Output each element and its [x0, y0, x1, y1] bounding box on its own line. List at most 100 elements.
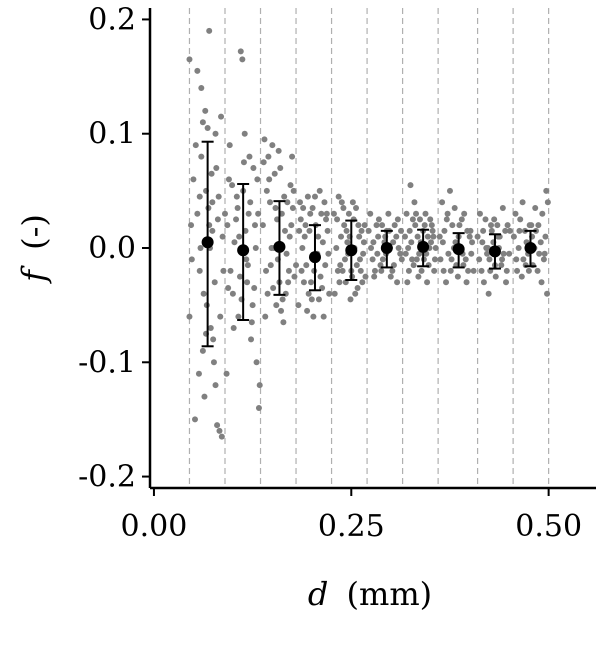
- scatter-point: [375, 216, 382, 223]
- scatter-point: [248, 319, 255, 326]
- scatter-point: [221, 210, 228, 217]
- scatter-point: [253, 359, 260, 366]
- scatter-point: [299, 245, 306, 251]
- scatter-point: [411, 199, 418, 206]
- scatter-point: [412, 222, 419, 229]
- scatter-point: [269, 142, 276, 149]
- scatter-point: [239, 56, 246, 63]
- scatter-point: [353, 262, 360, 269]
- scatter-point: [275, 147, 282, 154]
- scatter-point: [362, 273, 369, 280]
- scatter-point: [432, 245, 439, 251]
- scatter-point: [334, 267, 341, 274]
- scatter-point: [271, 170, 278, 177]
- scatter-point: [308, 279, 315, 286]
- scatter-point: [439, 199, 446, 206]
- scatter-point: [500, 250, 507, 257]
- scatter-point: [186, 56, 193, 63]
- scatter-point: [315, 296, 322, 303]
- scatter-point: [443, 216, 450, 223]
- scatter-point: [407, 182, 414, 189]
- scatter-point: [281, 193, 288, 200]
- scatter-point: [445, 250, 452, 257]
- scatter-point: [413, 256, 420, 263]
- scatter-point: [277, 165, 284, 171]
- scatter-point: [190, 176, 197, 183]
- scatter-point: [204, 125, 211, 131]
- scatter-point: [499, 205, 506, 211]
- scatter-point: [513, 256, 520, 263]
- scatter-point: [230, 325, 237, 331]
- scatter-point: [484, 250, 491, 257]
- scatter-point: [255, 405, 262, 411]
- scatter-point: [356, 233, 363, 240]
- scatter-point: [263, 187, 270, 194]
- scatter-point: [212, 130, 219, 137]
- scatter-point: [300, 279, 307, 286]
- scatter-point: [330, 210, 337, 217]
- scatter-point: [243, 256, 250, 263]
- scatter-point: [430, 233, 437, 240]
- scatter-point: [486, 256, 493, 263]
- scatter-point: [281, 227, 288, 234]
- scatter-point: [402, 250, 409, 257]
- scatter-point: [340, 205, 347, 211]
- scatter-point: [391, 222, 398, 229]
- scatter-point: [347, 296, 354, 303]
- scatter-point: [385, 210, 392, 217]
- scatter-point: [512, 210, 519, 217]
- scatter-point: [344, 239, 351, 246]
- scatter-point: [317, 273, 324, 280]
- scatter-point: [283, 250, 290, 257]
- scatter-point: [290, 187, 297, 194]
- scatter-point: [333, 245, 340, 251]
- scatter-point: [263, 267, 270, 274]
- scatter-point: [454, 273, 461, 280]
- scatter-point: [542, 233, 549, 240]
- scatter-point: [370, 239, 377, 246]
- y-axis-label: f (-): [15, 214, 53, 284]
- scatter-point: [543, 187, 550, 194]
- x-axis-unit: (mm): [347, 575, 433, 613]
- scatter-point: [480, 227, 487, 234]
- scatter-point: [449, 222, 456, 229]
- y-tick-label: -0.2: [78, 460, 136, 495]
- mean-point-6: [417, 240, 430, 253]
- scatter-point: [436, 233, 443, 240]
- y-tick-label: 0.2: [88, 2, 136, 37]
- scatter-point: [393, 233, 400, 240]
- scatter-point: [405, 267, 412, 274]
- scatter-point: [266, 199, 273, 206]
- scatter-point: [525, 267, 532, 274]
- scatter-point: [196, 267, 203, 274]
- scatter-point: [198, 85, 205, 91]
- scatter-point: [259, 222, 266, 229]
- scatter-point: [544, 199, 551, 206]
- scatter-point: [302, 222, 309, 229]
- mean-point-5: [380, 242, 393, 254]
- scatter-point: [409, 256, 416, 263]
- scatter-point: [431, 256, 438, 263]
- scatter-point: [395, 245, 402, 251]
- scatter-point: [231, 239, 238, 246]
- scatter-point: [428, 222, 435, 229]
- y-tick-label: 0.0: [88, 231, 136, 266]
- scatter-point: [284, 199, 291, 206]
- scatter-point: [210, 359, 217, 366]
- scatter-point: [398, 256, 405, 263]
- scatter-point: [469, 239, 476, 246]
- scatter-point: [270, 285, 277, 291]
- scatter-point: [219, 233, 226, 240]
- scatter-point: [251, 222, 258, 229]
- scatter-point: [467, 227, 474, 234]
- ticks: 0.2 0.1 0.0 -0.1 -0.2 0.00 0.25 0.50: [78, 2, 582, 544]
- scatter-point: [326, 290, 333, 297]
- y-tick-label: -0.1: [78, 345, 136, 380]
- scatter-point: [244, 262, 251, 269]
- scatter-point: [301, 233, 308, 240]
- scatter-point: [298, 267, 305, 274]
- scatter-point: [233, 216, 240, 223]
- scatter-point: [361, 222, 368, 229]
- scatter-point: [336, 279, 343, 286]
- scatter-point: [503, 279, 510, 286]
